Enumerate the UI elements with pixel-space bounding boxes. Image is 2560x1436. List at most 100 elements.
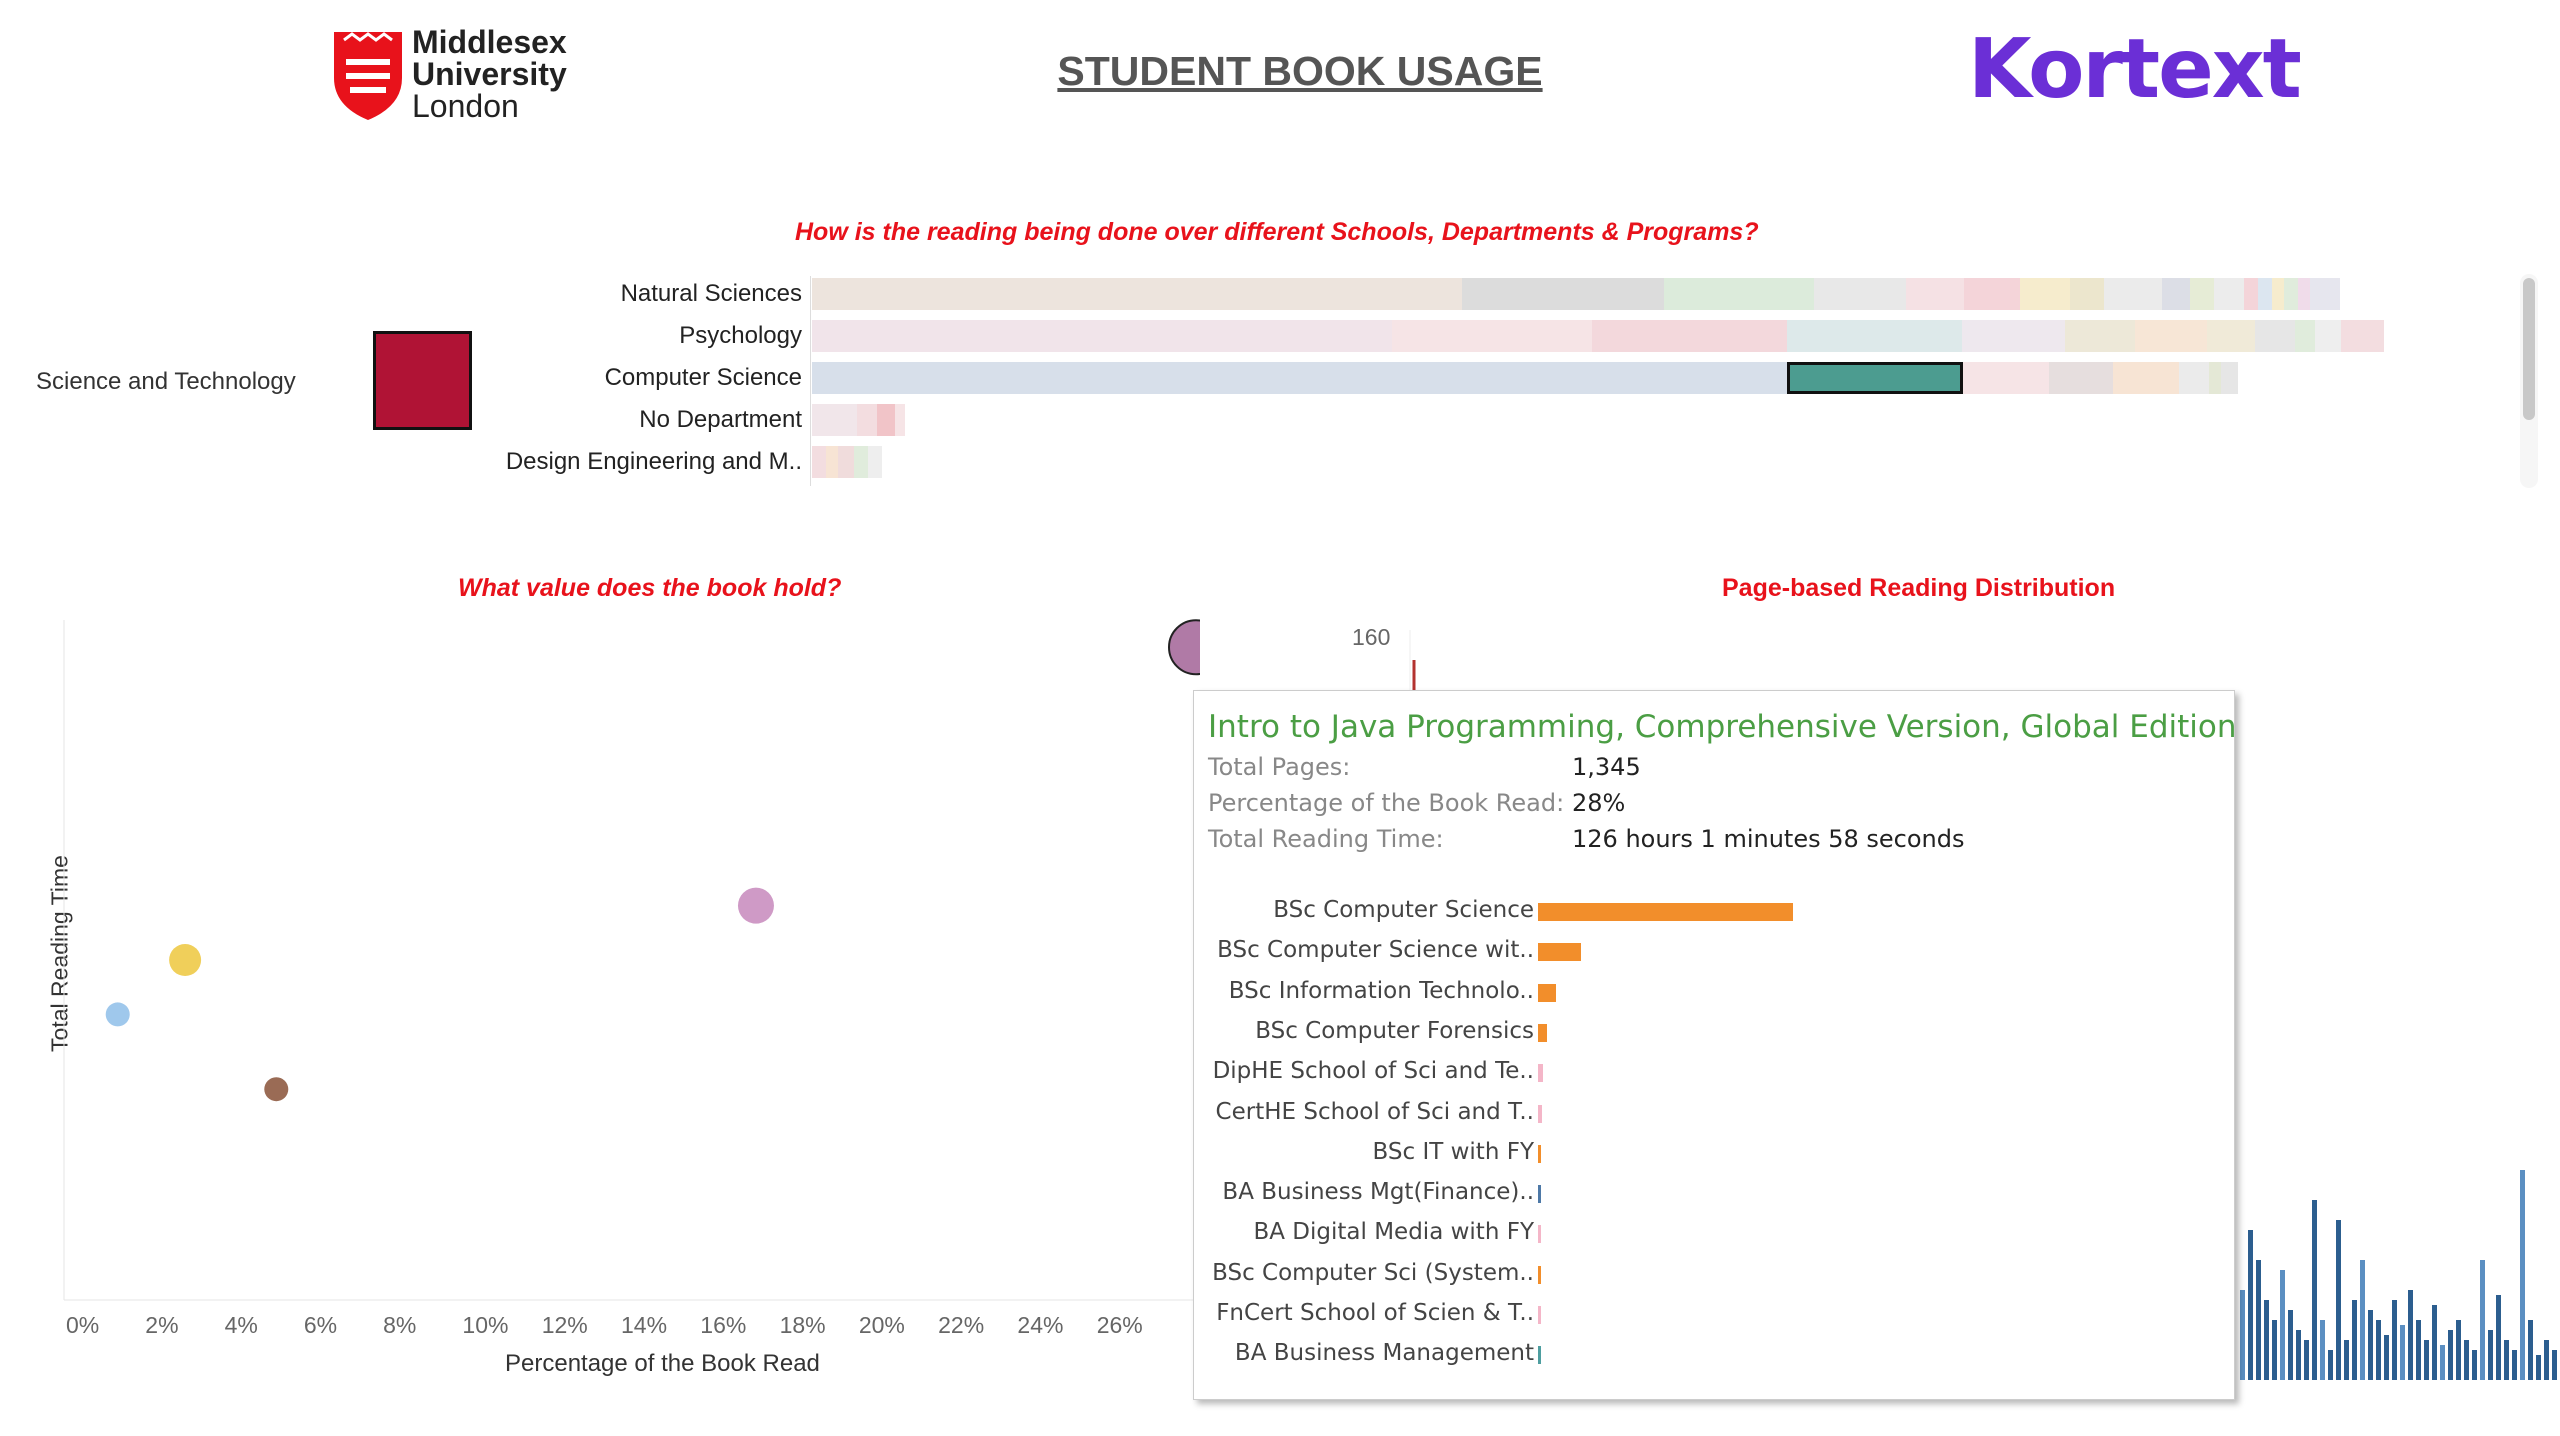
distribution-bar[interactable] xyxy=(2384,1335,2389,1380)
distribution-bar[interactable] xyxy=(2544,1340,2549,1380)
distribution-bar[interactable] xyxy=(2352,1300,2357,1380)
distribution-bar[interactable] xyxy=(2256,1260,2261,1380)
tooltip-reading-time-value: 126 hours 1 minutes 58 seconds xyxy=(1572,825,1965,853)
program-label: CertHE School of Sci and T.. xyxy=(1215,1098,1534,1125)
program-bar[interactable] xyxy=(1538,903,1793,921)
distribution-bar[interactable] xyxy=(2392,1300,2397,1380)
distribution-chart[interactable] xyxy=(1400,630,2560,1380)
value-scatter-chart[interactable] xyxy=(0,600,1200,1320)
distribution-bar[interactable] xyxy=(2480,1260,2485,1380)
tooltip-percent-read-value: 28% xyxy=(1572,789,1626,817)
distribution-bar[interactable] xyxy=(2408,1290,2413,1380)
distribution-bar[interactable] xyxy=(2304,1340,2309,1380)
dept-label-natural-sciences[interactable]: Natural Sciences xyxy=(620,280,802,307)
distribution-bar[interactable] xyxy=(2336,1220,2341,1380)
program-bar[interactable] xyxy=(1538,1265,1541,1284)
tooltip-percent-read-label: Percentage of the Book Read: xyxy=(1208,789,1565,817)
distribution-bar[interactable] xyxy=(2552,1350,2557,1380)
dept-strip-design-engineering[interactable] xyxy=(812,446,882,478)
x-tick-label: 12% xyxy=(541,1312,588,1338)
distribution-bar[interactable] xyxy=(2320,1320,2325,1380)
distribution-bar[interactable] xyxy=(2248,1230,2253,1380)
tooltip-total-pages-value: 1,345 xyxy=(1572,753,1641,781)
dept-label-computer-science[interactable]: Computer Science xyxy=(604,364,802,391)
distribution-bar[interactable] xyxy=(2264,1300,2269,1380)
school-swatch[interactable] xyxy=(373,331,472,430)
distribution-bar[interactable] xyxy=(2416,1320,2421,1380)
university-name-line1: Middlesex xyxy=(412,24,567,60)
distribution-bar[interactable] xyxy=(2504,1340,2509,1380)
program-label: FnCert School of Scien & T.. xyxy=(1216,1300,1534,1326)
distribution-section-title: Page-based Reading Distribution xyxy=(1722,574,2116,602)
program-bar[interactable] xyxy=(1538,1023,1547,1042)
dept-strip-no-department[interactable] xyxy=(812,404,905,436)
school-label[interactable]: Science and Technology xyxy=(36,368,296,395)
distribution-bar[interactable] xyxy=(2272,1320,2277,1380)
program-bar[interactable] xyxy=(1538,1104,1542,1123)
page-title: STUDENT BOOK USAGE xyxy=(1057,48,1543,94)
distribution-bar[interactable] xyxy=(2288,1310,2293,1380)
scatter-point[interactable] xyxy=(105,1002,130,1027)
highlighted-book-segment[interactable] xyxy=(1787,362,1963,394)
x-tick-label: 0% xyxy=(66,1312,100,1338)
value-section-title: What value does the book hold? xyxy=(458,574,842,602)
distribution-bar[interactable] xyxy=(2464,1340,2469,1380)
program-label: BSc IT with FY xyxy=(1372,1138,1534,1165)
distribution-bar[interactable] xyxy=(2328,1350,2333,1380)
distribution-bar[interactable] xyxy=(2528,1320,2533,1380)
tooltip-total-pages-label: Total Pages: xyxy=(1208,753,1351,781)
x-tick-label: 6% xyxy=(303,1312,338,1338)
x-axis-title: Percentage of the Book Read xyxy=(505,1350,820,1377)
x-tick-label: 16% xyxy=(700,1312,747,1338)
program-label: BSc Computer Science xyxy=(1273,897,1534,923)
distribution-bar[interactable] xyxy=(2496,1295,2501,1380)
distribution-bar[interactable] xyxy=(2424,1340,2429,1380)
distribution-bar[interactable] xyxy=(2488,1330,2493,1380)
distribution-bar[interactable] xyxy=(2512,1350,2517,1380)
program-bar[interactable] xyxy=(1538,1185,1541,1204)
dept-label-design-engineering[interactable]: Design Engineering and M.. xyxy=(505,448,802,475)
program-bar[interactable] xyxy=(1538,943,1582,962)
distribution-bar[interactable] xyxy=(2376,1320,2381,1380)
distribution-bar[interactable] xyxy=(2440,1345,2445,1380)
distribution-bar[interactable] xyxy=(2296,1330,2301,1380)
distribution-bar[interactable] xyxy=(2400,1325,2405,1380)
distribution-bar[interactable] xyxy=(2360,1260,2365,1380)
distribution-bar[interactable] xyxy=(2520,1170,2525,1380)
distribution-bar[interactable] xyxy=(2472,1350,2477,1380)
program-bar[interactable] xyxy=(1538,1346,1541,1365)
x-tick-label: 8% xyxy=(383,1312,417,1338)
x-tick-label: 10% xyxy=(462,1312,509,1338)
dept-strip-computer-science[interactable] xyxy=(812,362,2238,394)
program-label: BSc Computer Forensics xyxy=(1255,1017,1534,1044)
departments-scrollbar-thumb[interactable] xyxy=(2523,278,2535,420)
program-bar[interactable] xyxy=(1538,1306,1541,1324)
scatter-point[interactable] xyxy=(1168,619,1200,676)
program-bar[interactable] xyxy=(1538,983,1556,1002)
program-label: BSc Information Technolo.. xyxy=(1228,977,1534,1004)
dept-axis-line xyxy=(810,276,811,486)
dept-strip-natural-sciences[interactable] xyxy=(812,278,2440,310)
distribution-bar[interactable] xyxy=(2280,1270,2285,1380)
dept-label-no-department[interactable]: No Department xyxy=(639,406,802,433)
distribution-bar[interactable] xyxy=(2240,1290,2245,1380)
distribution-bar[interactable] xyxy=(2344,1340,2349,1380)
program-bar[interactable] xyxy=(1538,1225,1541,1244)
scatter-point[interactable] xyxy=(264,1077,289,1102)
distribution-bar[interactable] xyxy=(2432,1305,2437,1380)
x-tick-label: 26% xyxy=(1096,1312,1143,1338)
x-tick-label: 20% xyxy=(858,1312,905,1338)
distribution-bar[interactable] xyxy=(2368,1310,2373,1380)
program-bar[interactable] xyxy=(1538,1064,1544,1083)
distribution-bar[interactable] xyxy=(2536,1355,2541,1380)
distribution-bar[interactable] xyxy=(2448,1330,2453,1380)
program-bar[interactable] xyxy=(1538,1144,1542,1163)
scatter-point[interactable] xyxy=(737,887,774,924)
program-label: BSc Computer Science wit.. xyxy=(1217,937,1534,964)
distribution-bar[interactable] xyxy=(2312,1200,2317,1380)
x-tick-label: 24% xyxy=(1017,1312,1064,1338)
dept-strip-psychology[interactable] xyxy=(812,320,2384,352)
distribution-bar[interactable] xyxy=(2456,1320,2461,1380)
scatter-point[interactable] xyxy=(169,944,202,976)
dept-label-psychology[interactable]: Psychology xyxy=(679,322,802,349)
